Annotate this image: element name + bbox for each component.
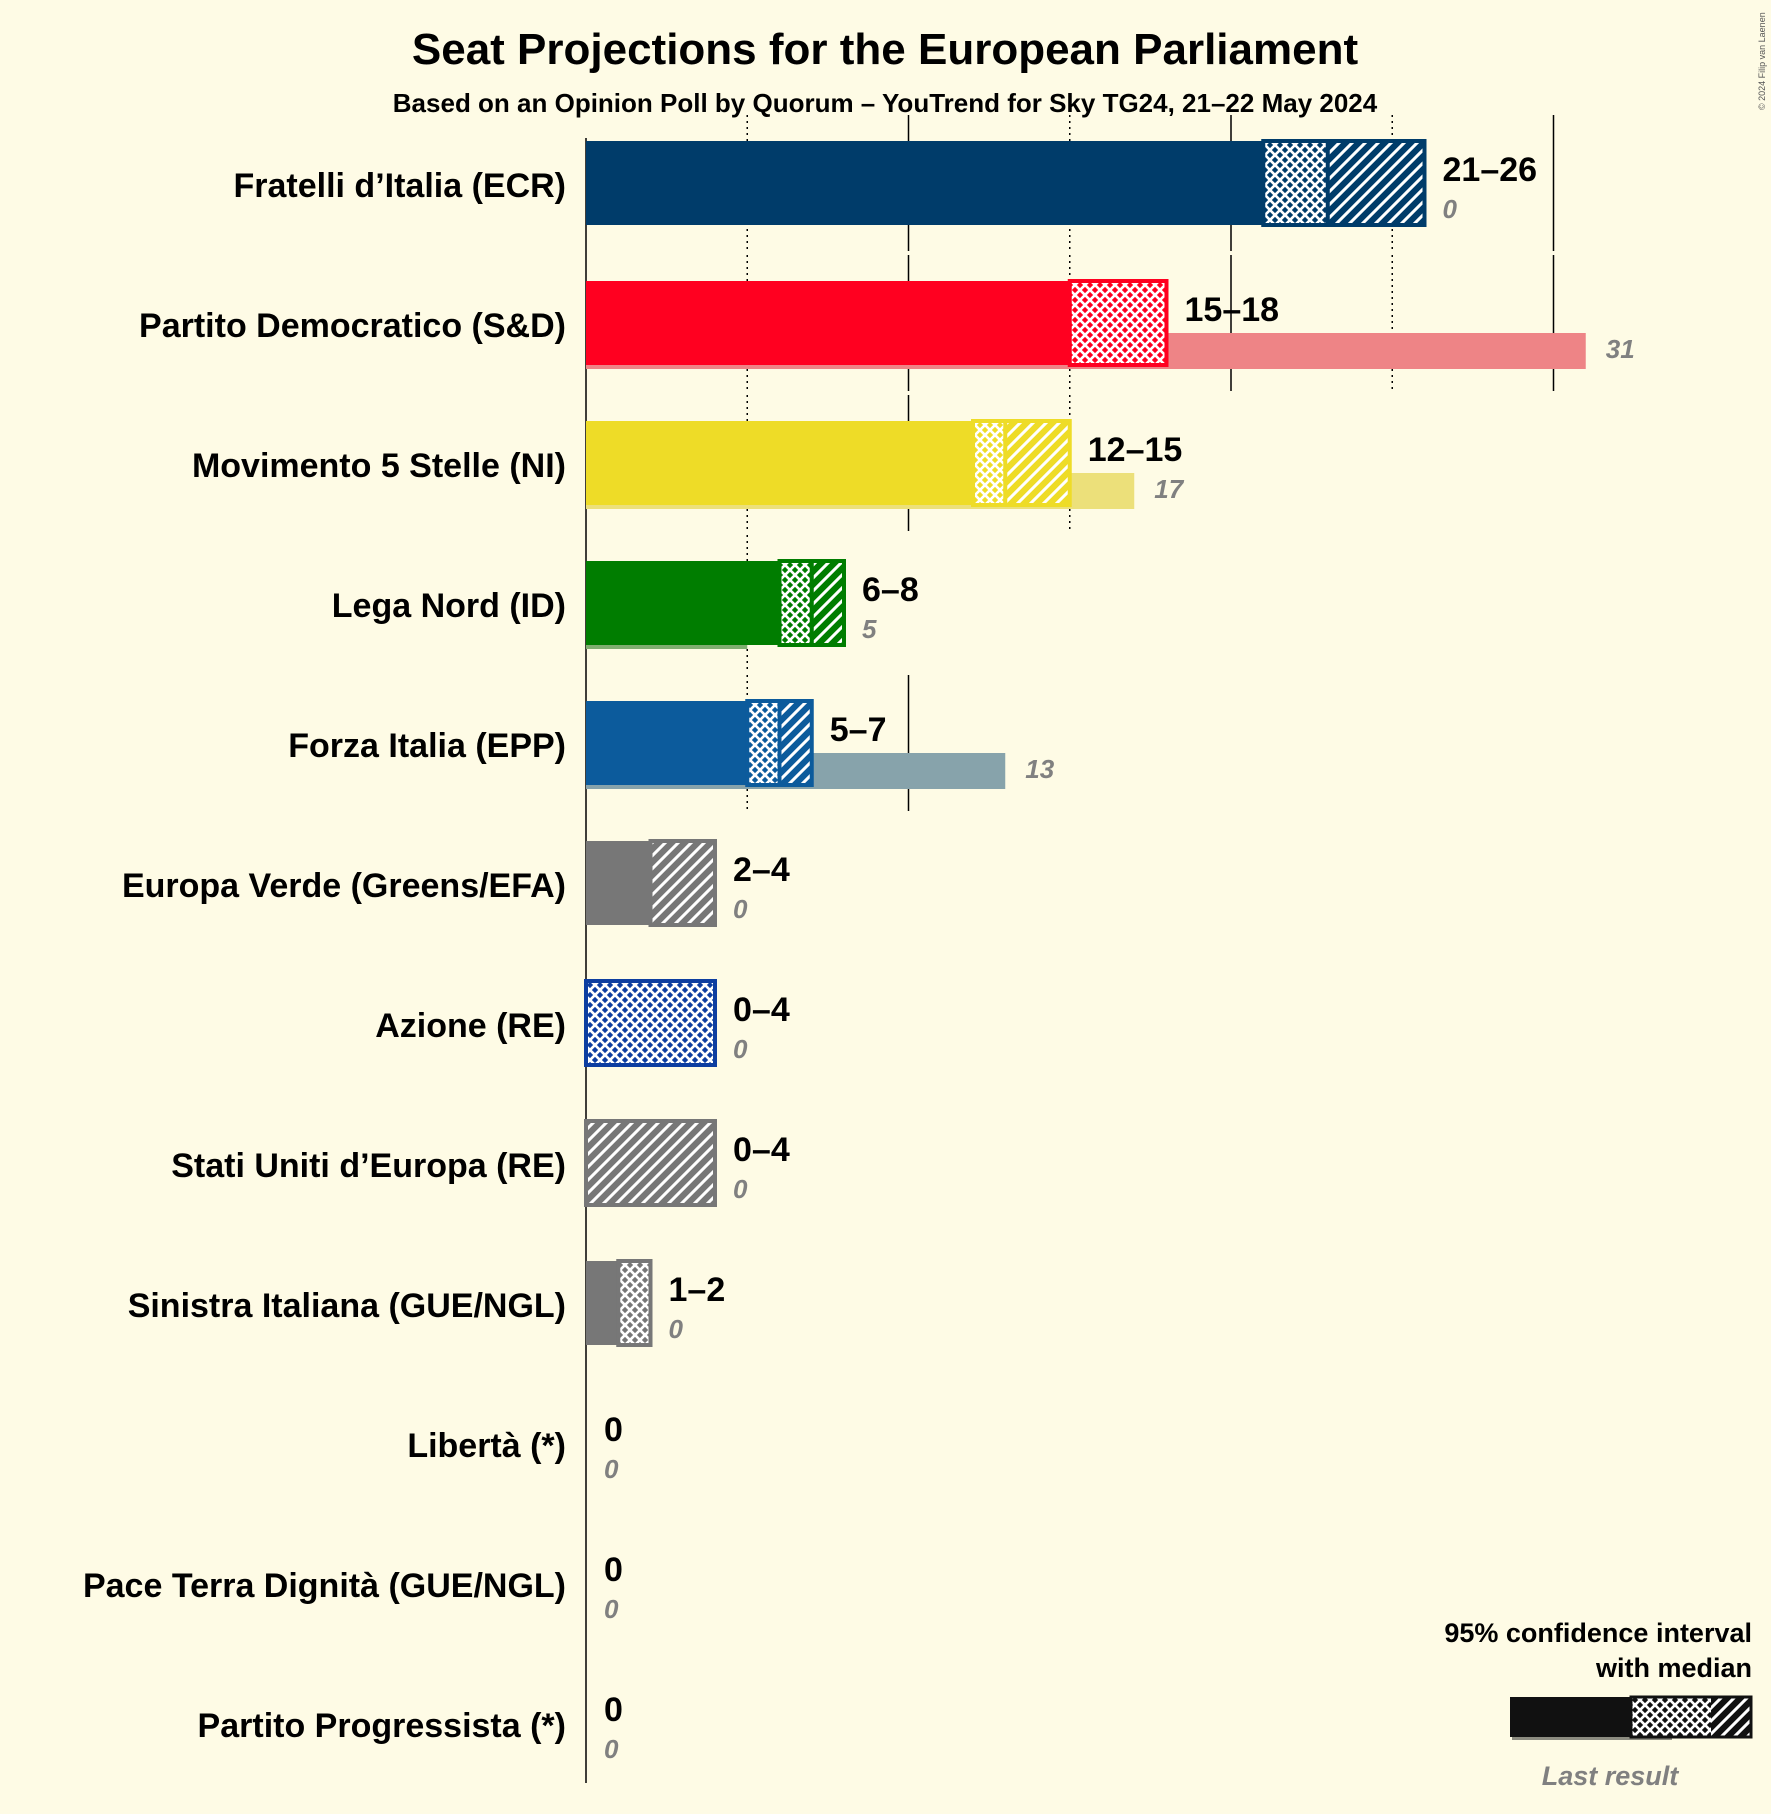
legend-outline [1629, 1695, 1753, 1739]
party-name: Sinistra Italiana (GUE/NGL) [128, 1287, 566, 1325]
ci-lower-pattern [1263, 141, 1328, 225]
party-row: Europa Verde (Greens/EFA) 2–4 0 [122, 839, 790, 927]
party-row: Azione (RE) 0–4 0 [375, 979, 790, 1067]
ci-upper-pattern [1005, 421, 1070, 505]
seat-range-label: 0–4 [733, 1131, 790, 1169]
party-name: Movimento 5 Stelle (NI) [192, 447, 566, 485]
ci-outline [584, 1119, 717, 1207]
ci-solid-bar [586, 841, 651, 925]
ci-solid-bar [586, 1261, 619, 1345]
legend: 95% confidence interval with median Last… [1444, 1618, 1753, 1791]
last-result-label: 0 [1443, 194, 1458, 224]
seat-range-label: 0 [604, 1691, 623, 1729]
party-name: Partito Progressista (*) [198, 1707, 566, 1745]
seat-range-label: 0 [604, 1411, 623, 1449]
last-result-label: 13 [1025, 754, 1054, 784]
party-bars: Fratelli d’Italia (ECR) 21–26 0 Partito Dem… [83, 139, 1635, 1764]
ci-upper-pattern [779, 701, 812, 785]
ci-outline [1067, 279, 1169, 367]
legend-last-result: Last result [1542, 1761, 1680, 1791]
ci-lower-pattern [747, 701, 780, 785]
party-row: Forza Italia (EPP) 5–7 13 [288, 699, 1055, 789]
ci-solid-bar [586, 701, 748, 785]
seat-range-label: 5–7 [830, 711, 887, 749]
ci-lower-pattern [586, 981, 715, 1065]
ci-lower-pattern [618, 1261, 651, 1345]
ci-upper-pattern [586, 1121, 715, 1205]
seat-range-label: 1–2 [669, 1271, 726, 1309]
last-result-label: 0 [733, 894, 748, 924]
ci-lower-pattern [1069, 281, 1167, 365]
ci-upper-pattern [1327, 141, 1425, 225]
last-result-label: 0 [733, 1174, 748, 1204]
ci-solid-bar [586, 281, 1070, 365]
party-row: Pace Terra Dignità (GUE/NGL) 0 0 [83, 1551, 623, 1624]
party-name: Libertà (*) [407, 1427, 566, 1465]
last-result-label: 5 [862, 614, 877, 644]
ci-solid-bar [586, 421, 973, 505]
party-name: Forza Italia (EPP) [288, 727, 566, 765]
ci-outline [1261, 139, 1427, 227]
ci-lower-pattern [779, 561, 812, 645]
party-name: Lega Nord (ID) [332, 587, 566, 625]
chart-subtitle: Based on an Opinion Poll by Quorum – You… [393, 88, 1378, 118]
ci-outline [616, 1259, 653, 1347]
party-name: Fratelli d’Italia (ECR) [234, 167, 567, 205]
party-name: Europa Verde (Greens/EFA) [122, 867, 566, 905]
last-result-label: 0 [604, 1594, 619, 1624]
seat-range-label: 0 [604, 1551, 623, 1589]
ci-lower-pattern [973, 421, 1006, 505]
party-name: Pace Terra Dignità (GUE/NGL) [83, 1567, 566, 1605]
legend-line2: with median [1595, 1653, 1752, 1683]
seat-range-label: 0–4 [733, 991, 790, 1029]
seat-range-label: 6–8 [862, 571, 919, 609]
party-row: Partito Progressista (*) 0 0 [198, 1691, 623, 1764]
last-result-label: 0 [669, 1314, 684, 1344]
seat-range-label: 2–4 [733, 851, 790, 889]
party-row: Stati Uniti d’Europa (RE) 0–4 0 [171, 1119, 790, 1207]
party-row: Partito Democratico (S&D) 15–18 31 [139, 279, 1635, 369]
ci-outline [584, 979, 717, 1067]
ci-solid-bar [586, 561, 780, 645]
party-row: Lega Nord (ID) 6–8 5 [332, 559, 919, 649]
last-result-label: 17 [1154, 474, 1184, 504]
seat-range-label: 15–18 [1185, 291, 1280, 329]
party-row: Movimento 5 Stelle (NI) 12–15 17 [192, 419, 1185, 509]
ci-upper-pattern [811, 561, 844, 645]
party-name: Stati Uniti d’Europa (RE) [171, 1147, 566, 1185]
ci-outline [648, 839, 717, 927]
last-result-label: 31 [1606, 334, 1635, 364]
last-result-label: 0 [604, 1734, 619, 1764]
ci-solid-bar [586, 141, 1264, 225]
copyright-note: © 2024 Filip van Laenen [1757, 12, 1767, 110]
last-result-label: 0 [733, 1034, 748, 1064]
ci-upper-pattern [650, 841, 715, 925]
legend-median-pattern [1631, 1697, 1711, 1737]
party-name: Azione (RE) [375, 1007, 566, 1045]
chart-title: Seat Projections for the European Parlia… [412, 25, 1359, 74]
party-name: Partito Democratico (S&D) [139, 307, 566, 345]
party-row: Fratelli d’Italia (ECR) 21–26 0 [234, 139, 1538, 227]
legend-line1: 95% confidence interval [1444, 1618, 1752, 1648]
last-result-label: 0 [604, 1454, 619, 1484]
party-row: Sinistra Italiana (GUE/NGL) 1–2 0 [128, 1259, 726, 1347]
legend-solid-bar [1510, 1697, 1631, 1737]
seat-range-label: 21–26 [1443, 151, 1538, 189]
ci-outline [971, 419, 1072, 507]
seat-range-label: 12–15 [1088, 431, 1183, 469]
legend-high-pattern [1711, 1697, 1751, 1737]
party-row: Libertà (*) 0 0 [407, 1411, 623, 1484]
